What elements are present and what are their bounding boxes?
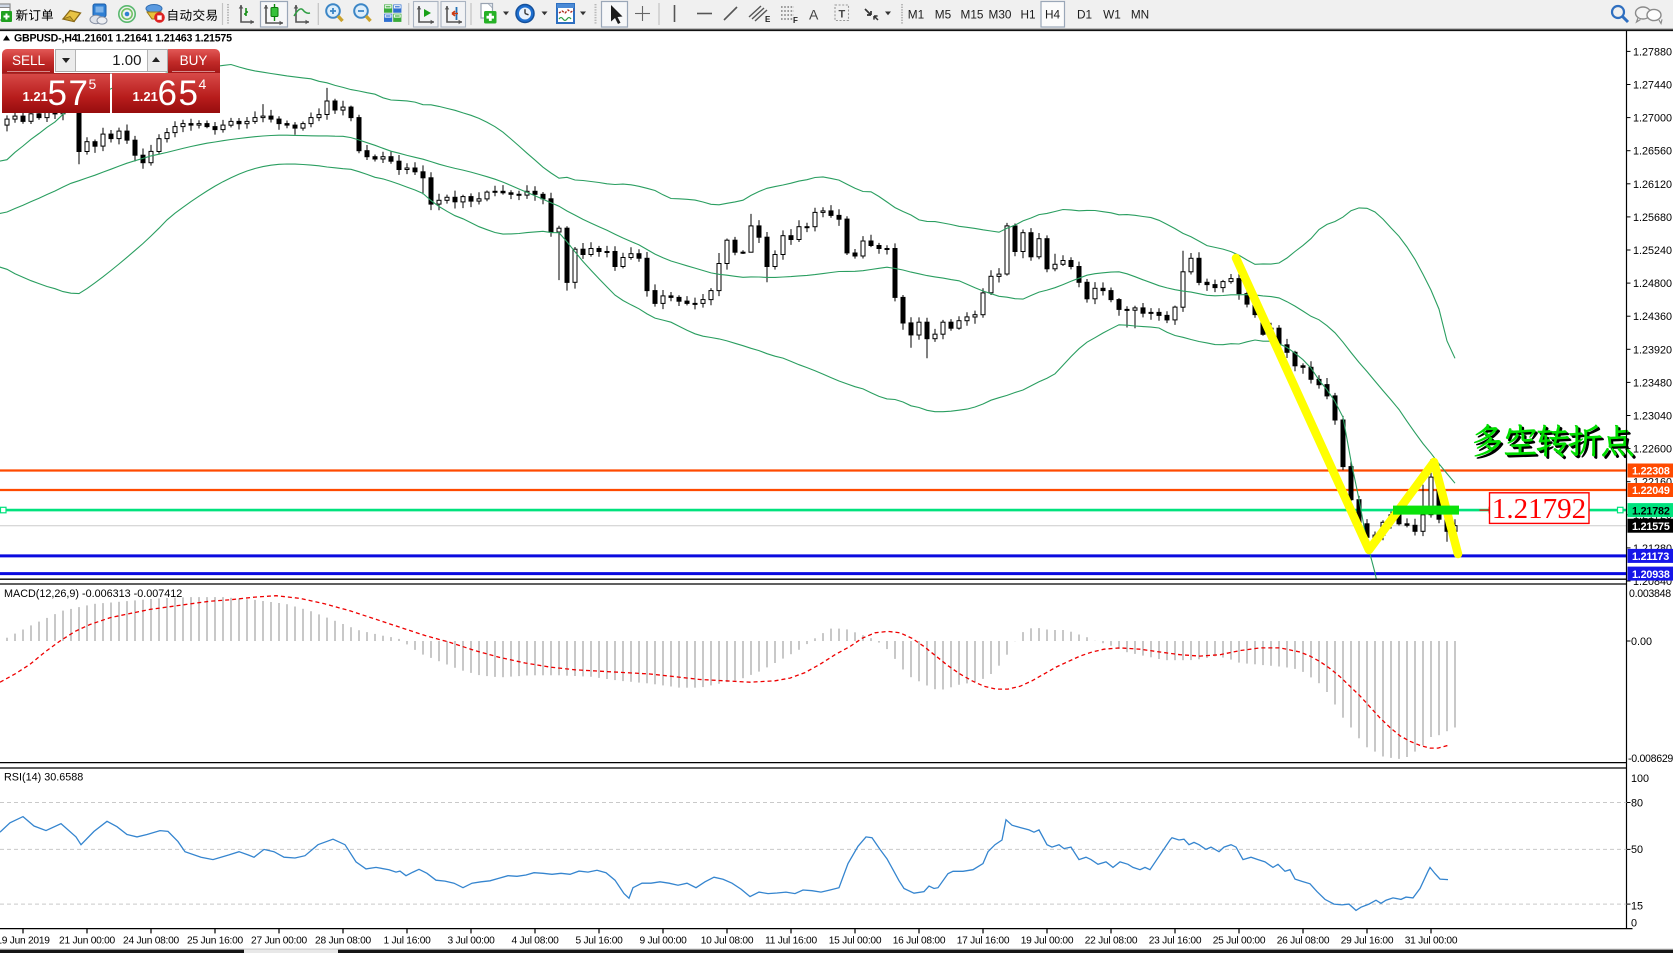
svg-text:19 Jun 2019: 19 Jun 2019 [0, 936, 50, 947]
svg-text:1.25680: 1.25680 [1633, 212, 1672, 224]
svg-text:1.23920: 1.23920 [1633, 344, 1672, 356]
svg-text:1.27000: 1.27000 [1633, 113, 1672, 125]
svg-text:D1: D1 [1077, 7, 1092, 21]
svg-text:MACD(12,26,9) -0.006313 -0.007: MACD(12,26,9) -0.006313 -0.007412 [4, 588, 182, 600]
svg-text:22 Jul 08:00: 22 Jul 08:00 [1085, 936, 1138, 947]
svg-text:1.22308: 1.22308 [1632, 466, 1670, 478]
svg-text:19 Jul 00:00: 19 Jul 00:00 [1021, 936, 1074, 947]
svg-text:H1: H1 [1020, 7, 1035, 21]
svg-text:1.26120: 1.26120 [1633, 179, 1672, 191]
svg-text:GBPUSD-,H4: GBPUSD-,H4 [14, 33, 78, 45]
svg-text:21 Jun 00:00: 21 Jun 00:00 [59, 936, 115, 947]
svg-text:H4: H4 [1045, 7, 1061, 21]
svg-text:23 Jul 16:00: 23 Jul 16:00 [1149, 936, 1202, 947]
svg-text:17 Jul 16:00: 17 Jul 16:00 [957, 936, 1010, 947]
svg-text:1.27440: 1.27440 [1633, 80, 1672, 92]
svg-text:1.24360: 1.24360 [1633, 311, 1672, 323]
svg-text:M5: M5 [935, 7, 952, 21]
svg-text:1.21601 1.21641 1.21463 1.2157: 1.21601 1.21641 1.21463 1.21575 [76, 33, 232, 45]
svg-text:M30: M30 [989, 7, 1012, 21]
svg-text:1.21792: 1.21792 [1492, 493, 1586, 525]
svg-text:80: 80 [1631, 798, 1643, 810]
svg-text:1.27880: 1.27880 [1633, 46, 1672, 58]
svg-text:16 Jul 08:00: 16 Jul 08:00 [893, 936, 946, 947]
svg-text:MN: MN [1131, 7, 1149, 21]
svg-text:25 Jun 16:00: 25 Jun 16:00 [187, 936, 243, 947]
svg-text:28 Jun 08:00: 28 Jun 08:00 [315, 936, 371, 947]
svg-text:1.21782: 1.21782 [1632, 505, 1670, 517]
svg-text:100: 100 [1631, 773, 1649, 785]
svg-text:5 Jul 16:00: 5 Jul 16:00 [575, 936, 623, 947]
svg-text:31 Jul 00:00: 31 Jul 00:00 [1405, 936, 1458, 947]
svg-text:1.23040: 1.23040 [1633, 411, 1672, 423]
svg-text:10 Jul 08:00: 10 Jul 08:00 [701, 936, 754, 947]
svg-text:1.21173: 1.21173 [1632, 551, 1669, 563]
svg-text:0.00: 0.00 [1631, 636, 1652, 648]
svg-text:E: E [765, 15, 771, 24]
svg-text:24 Jun 08:00: 24 Jun 08:00 [123, 936, 179, 947]
svg-text:1.21575: 1.21575 [1632, 521, 1670, 533]
svg-text:0: 0 [1631, 918, 1637, 930]
svg-text:F: F [793, 16, 798, 25]
svg-text:0.003848: 0.003848 [1629, 588, 1671, 600]
svg-text:T: T [839, 9, 846, 21]
svg-text:1.22600: 1.22600 [1633, 444, 1672, 456]
svg-text:1 Jul 16:00: 1 Jul 16:00 [383, 936, 431, 947]
svg-text:15: 15 [1631, 901, 1643, 913]
svg-text:1.25240: 1.25240 [1633, 245, 1672, 257]
svg-text:11 Jul 16:00: 11 Jul 16:00 [765, 936, 817, 947]
svg-text:1.24800: 1.24800 [1633, 278, 1672, 290]
svg-text:1.23480: 1.23480 [1633, 377, 1672, 389]
svg-text:W1: W1 [1103, 7, 1121, 21]
svg-text:-0.008629: -0.008629 [1628, 753, 1673, 765]
svg-text:RSI(14) 30.6588: RSI(14) 30.6588 [4, 772, 83, 784]
svg-text:25 Jul 00:00: 25 Jul 00:00 [1213, 936, 1266, 947]
svg-text:1.20938: 1.20938 [1632, 569, 1670, 581]
svg-text:1.26560: 1.26560 [1633, 146, 1672, 158]
svg-text:3 Jul 00:00: 3 Jul 00:00 [447, 936, 495, 947]
svg-text:M15: M15 [961, 7, 984, 21]
svg-text:50: 50 [1631, 844, 1643, 856]
svg-text:A: A [809, 7, 819, 23]
svg-text:1.22049: 1.22049 [1632, 485, 1670, 497]
svg-text:M1: M1 [908, 7, 924, 21]
svg-text:29 Jul 16:00: 29 Jul 16:00 [1341, 936, 1394, 947]
svg-text:4 Jul 08:00: 4 Jul 08:00 [511, 936, 559, 947]
svg-text:26 Jul 08:00: 26 Jul 08:00 [1277, 936, 1330, 947]
svg-text:27 Jun 00:00: 27 Jun 00:00 [251, 936, 307, 947]
svg-text:15 Jul 00:00: 15 Jul 00:00 [829, 936, 882, 947]
svg-text:9 Jul 00:00: 9 Jul 00:00 [639, 936, 687, 947]
